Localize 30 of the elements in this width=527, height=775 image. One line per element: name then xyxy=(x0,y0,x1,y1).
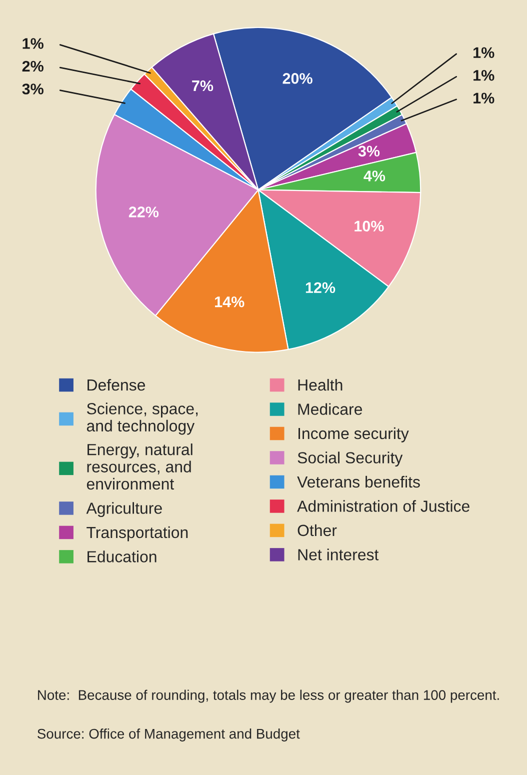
data-label: 12% xyxy=(306,282,336,294)
data-label: 1% xyxy=(474,92,494,104)
data-label: 14% xyxy=(215,296,244,308)
legend-label: Income security xyxy=(298,427,409,442)
legend-label: Agriculture xyxy=(86,502,162,518)
data-label: 4% xyxy=(364,170,386,182)
text: Note: Because of rounding, totals may be less or greater than 100 percent. xyxy=(38,690,499,703)
data-label: 2% xyxy=(22,60,44,72)
source-note: Source: Office of Management and Budget xyxy=(38,728,300,742)
legend-label: Social Security xyxy=(298,452,403,467)
data-label: 3% xyxy=(22,84,44,94)
data-label: 1% xyxy=(474,47,494,58)
legend-label: Defense xyxy=(88,378,146,391)
legend-label: Veterans benefits xyxy=(297,476,420,488)
legend-label: Education xyxy=(88,550,156,562)
legend-label: Other xyxy=(298,524,337,536)
data-label: 20% xyxy=(282,73,312,84)
data-label: 7% xyxy=(192,80,214,92)
data-label: 22% xyxy=(128,206,159,218)
legend-label: Health xyxy=(298,378,342,391)
legend-label: Transportation xyxy=(86,526,188,542)
legend-label: Medicare xyxy=(298,403,362,415)
legend-label: Energy, natural resources, and environment xyxy=(86,444,192,490)
legend-label: Science, space, and technology xyxy=(86,402,198,435)
legend-label: Net interest xyxy=(298,548,379,560)
data-label: 10% xyxy=(354,220,384,232)
data-label: 1% xyxy=(22,38,44,49)
data-label: 1% xyxy=(474,70,494,81)
data-label: 3% xyxy=(358,146,380,157)
legend-label: Administration of Justice xyxy=(297,500,470,512)
